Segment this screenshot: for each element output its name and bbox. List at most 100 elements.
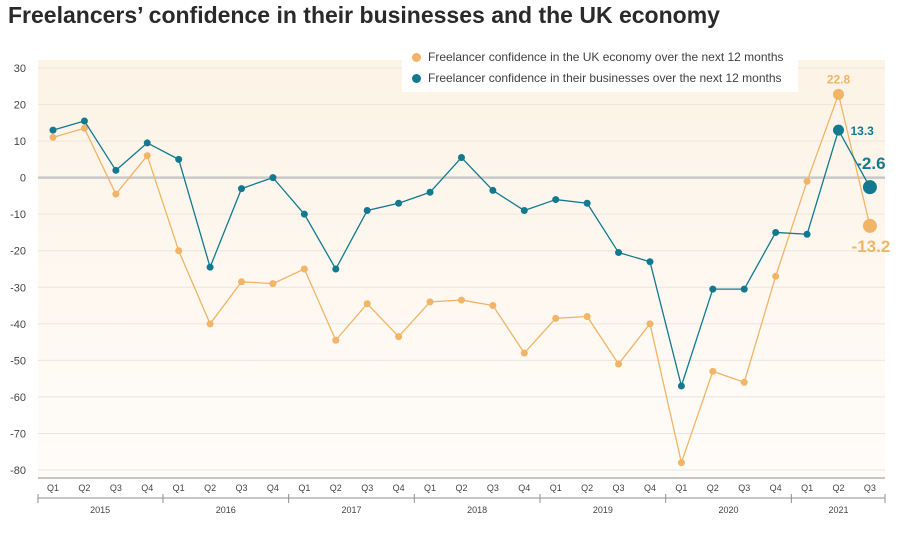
x-tick-label: Q4 — [770, 483, 782, 493]
legend-marker-economy — [412, 52, 421, 62]
economy-point — [552, 314, 560, 322]
x-tick-label: Q1 — [173, 483, 185, 493]
economy-point — [269, 280, 277, 288]
economy-point — [457, 296, 465, 304]
y-tick-label: 20 — [14, 100, 26, 112]
x-tick-label: Q4 — [141, 483, 153, 493]
x-tick-label: Q3 — [738, 483, 750, 493]
x-tick-label: Q1 — [675, 483, 687, 493]
x-tick-label: Q3 — [361, 483, 373, 493]
business-point — [143, 139, 151, 147]
business-point — [206, 263, 214, 271]
year-label: 2017 — [341, 505, 361, 515]
y-tick-label: -10 — [10, 209, 26, 221]
business-point — [709, 285, 717, 293]
economy-point — [80, 124, 88, 132]
x-tick-label: Q3 — [110, 483, 122, 493]
business-point — [740, 285, 748, 293]
business-q3-label: -2.6 — [856, 154, 885, 173]
economy-point — [49, 133, 57, 141]
economy-point — [112, 190, 120, 198]
economy-point — [615, 360, 623, 368]
x-tick-label: Q3 — [236, 483, 248, 493]
chart-title: Freelancers’ confidence in their busines… — [8, 2, 720, 28]
legend-label-economy: Freelancer confidence in the UK economy … — [428, 50, 784, 64]
plot-background — [38, 60, 885, 480]
business-point — [238, 185, 246, 193]
legend-item-business: Freelancer confidence in their businesse… — [412, 69, 782, 87]
economy-point — [143, 152, 151, 160]
economy-point — [238, 278, 246, 286]
economy-point — [489, 302, 497, 310]
economy-point — [583, 313, 591, 321]
business-point — [862, 180, 877, 195]
economy-point — [426, 298, 434, 306]
economy-q3-label: -13.2 — [852, 237, 891, 256]
economy-point — [646, 320, 654, 328]
economy-point — [772, 272, 780, 280]
business-point — [426, 188, 434, 196]
business-point — [489, 186, 497, 194]
business-q2-label: 13.3 — [851, 124, 875, 138]
year-label: 2016 — [216, 505, 236, 515]
economy-point — [833, 88, 844, 100]
business-point — [300, 210, 308, 218]
business-point — [552, 196, 560, 204]
x-tick-label: Q2 — [204, 483, 216, 493]
legend-label-business: Freelancer confidence in their businesse… — [428, 71, 782, 85]
x-tick-label: Q1 — [298, 483, 310, 493]
y-tick-label: -40 — [10, 319, 26, 331]
business-point — [583, 199, 591, 207]
x-tick-label: Q2 — [78, 483, 90, 493]
business-point — [332, 265, 340, 273]
x-axis: Q1 Q2 Q3 Q4 Q1 Q2 Q3 Q4 Q1 Q2 Q3 Q4 Q1 Q2 Q3 Q4 Q1 Q2 Q3 Q4… — [37, 477, 886, 515]
x-tick-label: Q4 — [644, 483, 656, 493]
plot-area — [38, 60, 885, 480]
economy-point — [520, 349, 528, 357]
y-tick-label: -70 — [10, 428, 26, 440]
business-point — [677, 382, 685, 390]
y-tick-label: 30 — [14, 63, 26, 75]
business-point — [175, 155, 183, 163]
y-tick-label: -80 — [10, 465, 26, 477]
economy-point — [332, 336, 340, 344]
year-label: 2019 — [593, 505, 613, 515]
business-point — [833, 124, 844, 136]
y-tick-label: -20 — [10, 246, 26, 258]
year-label: 2018 — [467, 505, 487, 515]
business-point — [457, 154, 465, 162]
business-point — [646, 258, 654, 266]
economy-q2-label: 22.8 — [827, 72, 851, 86]
economy-point — [175, 247, 183, 255]
x-tick-label: Q2 — [330, 483, 342, 493]
business-point — [803, 230, 811, 238]
x-tick-label: Q1 — [801, 483, 813, 493]
business-point — [520, 207, 528, 215]
business-point — [615, 249, 623, 257]
series — [49, 88, 877, 467]
economy-point — [862, 218, 877, 233]
business-point — [395, 199, 403, 207]
y-tick-label: -60 — [10, 392, 26, 404]
business-point — [363, 207, 371, 215]
x-tick-label: Q2 — [832, 483, 844, 493]
business-point — [80, 117, 88, 125]
economy-point — [206, 320, 214, 328]
economy-point — [803, 177, 811, 185]
economy-point — [363, 300, 371, 308]
x-tick-label: Q2 — [707, 483, 719, 493]
x-tick-label: Q4 — [267, 483, 279, 493]
x-tick-label: Q2 — [581, 483, 593, 493]
x-tick-label: Q4 — [518, 483, 530, 493]
y-axis: 30 20 10 0 -10 -20 -30 -40 -50 -60 -70 -80 — [10, 63, 26, 477]
y-tick-label: 0 — [20, 173, 26, 185]
legend: Freelancer confidence in the UK economy … — [402, 46, 798, 92]
x-tick-label: Q1 — [550, 483, 562, 493]
economy-point — [709, 367, 717, 375]
business-point — [112, 166, 120, 174]
economy-point — [395, 333, 403, 341]
y-tick-label: -50 — [10, 355, 26, 367]
x-tick-label: Q1 — [424, 483, 436, 493]
x-tick-label: Q4 — [393, 483, 405, 493]
x-tick-label: Q2 — [455, 483, 467, 493]
